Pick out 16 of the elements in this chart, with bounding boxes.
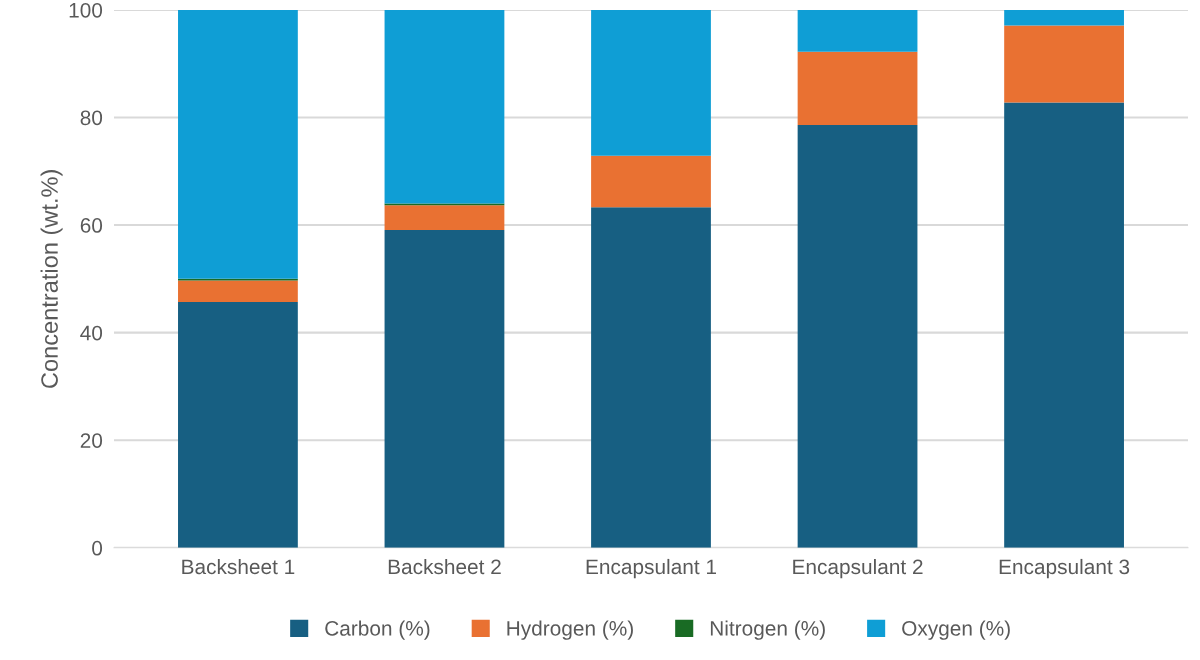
x-tick-label: Backsheet 1: [182, 558, 295, 575]
y-tick-label: 20: [80, 433, 103, 448]
legend-label: Oxygen (%): [902, 620, 1010, 640]
y-tick-label: 80: [80, 110, 103, 126]
y-tick-label: 0: [92, 540, 103, 556]
x-tick-label: Encapsulant 2: [793, 558, 923, 579]
x-tick-label: Encapsulant 1: [586, 558, 717, 579]
y-tick-label: 60: [80, 218, 103, 233]
y-tick-label: 40: [80, 325, 103, 341]
y-axis-title: Concentration (wt.%): [40, 170, 63, 388]
y-tick-label: 100: [69, 2, 103, 18]
x-tick-label: Backsheet 2: [388, 558, 501, 575]
legend-label: Nitrogen (%): [710, 620, 825, 640]
x-tick-label: Encapsulant 3: [999, 558, 1130, 579]
legend-label: Carbon (%): [325, 620, 430, 640]
legend-label: Hydrogen (%): [507, 620, 633, 640]
